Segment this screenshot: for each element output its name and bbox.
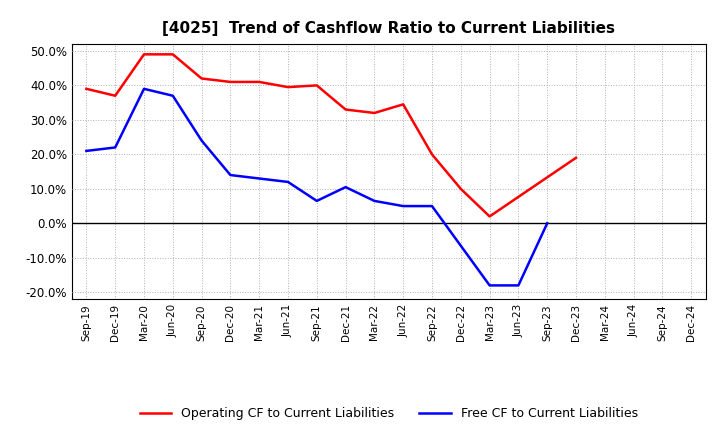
Legend: Operating CF to Current Liabilities, Free CF to Current Liabilities: Operating CF to Current Liabilities, Fre… bbox=[135, 403, 643, 425]
Title: [4025]  Trend of Cashflow Ratio to Current Liabilities: [4025] Trend of Cashflow Ratio to Curren… bbox=[162, 21, 616, 36]
Free CF to Current Liabilities bbox=[399, 203, 408, 209]
Free CF to Current Liabilities bbox=[82, 148, 91, 154]
Free CF to Current Liabilities bbox=[456, 243, 465, 249]
Operating CF to Current Liabilities bbox=[341, 107, 350, 112]
Operating CF to Current Liabilities bbox=[82, 86, 91, 92]
Operating CF to Current Liabilities bbox=[572, 155, 580, 161]
Line: Free CF to Current Liabilities: Free CF to Current Liabilities bbox=[86, 89, 547, 286]
Free CF to Current Liabilities bbox=[226, 172, 235, 178]
Operating CF to Current Liabilities bbox=[140, 52, 148, 57]
Operating CF to Current Liabilities bbox=[399, 102, 408, 107]
Free CF to Current Liabilities bbox=[140, 86, 148, 92]
Operating CF to Current Liabilities bbox=[370, 110, 379, 116]
Free CF to Current Liabilities bbox=[284, 180, 292, 185]
Line: Operating CF to Current Liabilities: Operating CF to Current Liabilities bbox=[86, 55, 576, 216]
Free CF to Current Liabilities bbox=[370, 198, 379, 204]
Operating CF to Current Liabilities bbox=[456, 186, 465, 191]
Operating CF to Current Liabilities bbox=[111, 93, 120, 99]
Operating CF to Current Liabilities bbox=[226, 79, 235, 84]
Free CF to Current Liabilities bbox=[428, 203, 436, 209]
Free CF to Current Liabilities bbox=[543, 221, 552, 226]
Free CF to Current Liabilities bbox=[485, 283, 494, 288]
Operating CF to Current Liabilities bbox=[428, 152, 436, 157]
Operating CF to Current Liabilities bbox=[255, 79, 264, 84]
Free CF to Current Liabilities bbox=[514, 283, 523, 288]
Free CF to Current Liabilities bbox=[197, 138, 206, 143]
Free CF to Current Liabilities bbox=[168, 93, 177, 99]
Operating CF to Current Liabilities bbox=[284, 84, 292, 90]
Free CF to Current Liabilities bbox=[341, 184, 350, 190]
Operating CF to Current Liabilities bbox=[312, 83, 321, 88]
Operating CF to Current Liabilities bbox=[197, 76, 206, 81]
Free CF to Current Liabilities bbox=[111, 145, 120, 150]
Free CF to Current Liabilities bbox=[255, 176, 264, 181]
Operating CF to Current Liabilities bbox=[485, 214, 494, 219]
Operating CF to Current Liabilities bbox=[168, 52, 177, 57]
Free CF to Current Liabilities bbox=[312, 198, 321, 204]
